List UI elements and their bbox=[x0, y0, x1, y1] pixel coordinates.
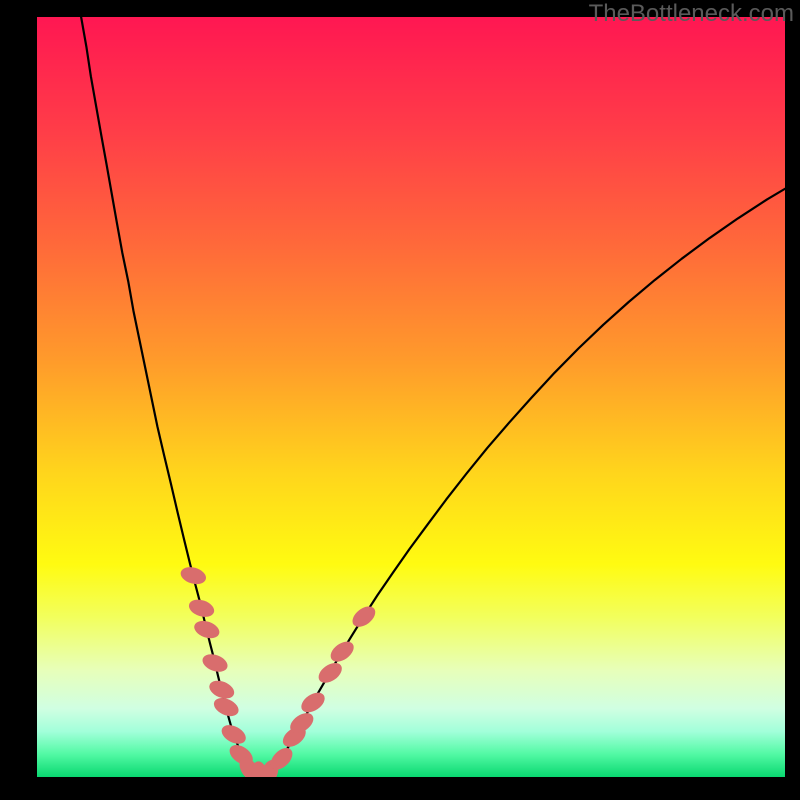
watermark-text: TheBottleneck.com bbox=[589, 0, 794, 28]
bottleneck-chart bbox=[37, 17, 785, 777]
plot-background bbox=[37, 17, 785, 777]
stage: TheBottleneck.com bbox=[0, 0, 800, 800]
